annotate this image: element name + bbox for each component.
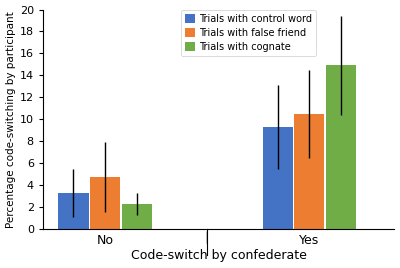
Bar: [90, 177, 120, 229]
Bar: [294, 114, 324, 229]
Bar: [262, 127, 293, 229]
Bar: [58, 193, 88, 229]
X-axis label: Code-switch by confederate: Code-switch by confederate: [131, 250, 306, 262]
Bar: [326, 65, 356, 229]
Legend: Trials with control word, Trials with false friend, Trials with cognate: Trials with control word, Trials with fa…: [181, 10, 316, 55]
Bar: [122, 204, 152, 229]
Y-axis label: Percentage code-switching by participant: Percentage code-switching by participant: [6, 11, 16, 228]
